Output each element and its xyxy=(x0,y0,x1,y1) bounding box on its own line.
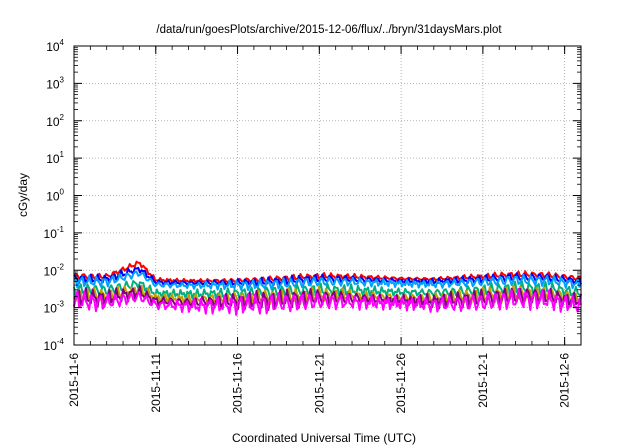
series-line xyxy=(73,285,582,311)
series-layer xyxy=(73,260,582,316)
chart-title: /data/run/goesPlots/archive/2015-12-06/f… xyxy=(156,24,502,36)
x-tick-label: 2015-11-21 xyxy=(312,353,326,414)
x-tick-label: 2015-11-26 xyxy=(394,353,408,414)
x-tick-label: 2015-11-6 xyxy=(67,353,81,407)
y-axis-label: cGy/day xyxy=(16,173,30,217)
y-tick-label: 10-4 xyxy=(44,337,65,353)
x-tick-label: 2015-11-16 xyxy=(231,353,245,414)
x-tick-labels: 2015-11-6 2015-11-11 2015-11-16 2015-11-21 2… xyxy=(67,353,572,414)
y-tick-label: 103 xyxy=(46,75,64,91)
x-axis-label: Coordinated Universal Time (UTC) xyxy=(232,431,416,445)
y-tick-label: 104 xyxy=(46,38,64,54)
x-tick-label: 2015-12-6 xyxy=(558,353,572,408)
x-tick-label: 2015-12-1 xyxy=(476,353,490,408)
series-line xyxy=(73,287,582,316)
y-tick-labels: 10-4 10-3 10-2 10-1 100 101 102 103 104 xyxy=(44,38,65,353)
axis-ticks xyxy=(73,45,581,346)
x-tick-label: 2015-11-11 xyxy=(149,353,163,413)
y-tick-label: 10-1 xyxy=(44,225,65,241)
y-tick-label: 10-3 xyxy=(44,300,65,316)
y-tick-label: 101 xyxy=(46,150,64,166)
y-tick-label: 102 xyxy=(46,113,64,129)
y-tick-label: 100 xyxy=(46,188,64,204)
y-tick-label: 10-2 xyxy=(44,262,65,278)
series-line xyxy=(73,284,582,306)
series-line xyxy=(73,270,582,291)
